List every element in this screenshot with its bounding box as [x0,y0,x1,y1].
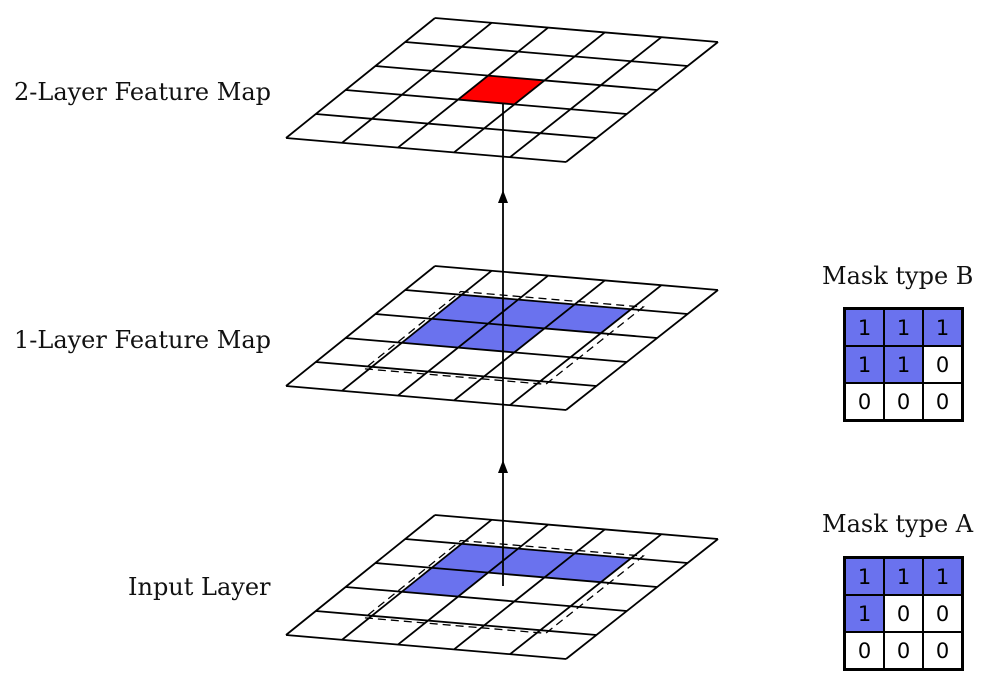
grid-line [397,26,549,149]
grid-line [285,514,436,636]
two-layer-feature-map [285,17,719,163]
mask-b-cell: 0 [923,383,962,420]
grid-line [565,538,719,660]
two-layer-feature-map-label: 2-Layer Feature Map [14,78,271,106]
mask-type-b-title: Mask type B [822,262,974,290]
mask-a-cell: 0 [923,595,962,632]
mask-a-cell: 0 [884,632,923,669]
grid-line [453,31,606,154]
mask-b-cell: 1 [884,346,923,383]
one-layer-feature-map [285,265,719,411]
grid-line [341,519,493,641]
grid-line [565,41,719,163]
grid-line [341,270,493,392]
mask-a-cell: 0 [884,595,923,632]
mask-a-cell: 1 [845,558,884,595]
grid-line [397,523,549,646]
receptive-field-outline [362,290,645,385]
mask-b-cell: 0 [923,346,962,383]
grid-line [434,17,719,43]
grid-line [453,528,606,651]
grid-line [397,274,549,397]
grid-line [405,41,688,67]
mask-type-a-title: Mask type A [822,510,974,538]
input-layer-label: Input Layer [128,573,271,601]
grid-line [315,361,597,387]
grid-line [509,36,662,158]
grid-line [509,533,662,655]
grid-line [434,265,719,291]
mask-b-cell: 0 [845,383,884,420]
grid-line [341,22,493,144]
grid-line [509,284,662,406]
mask-b-cell: 0 [884,383,923,420]
mask-a-cell: 0 [923,632,962,669]
mask-a-cell: 1 [845,595,884,632]
grid-line [345,89,627,115]
grid-line [285,265,436,387]
grid-line [315,610,597,636]
grid-line [565,289,719,411]
grid-line [285,385,567,411]
one-layer-feature-map-label: 1-Layer Feature Map [14,326,271,354]
grid-line [345,586,627,612]
connection-arrows [498,104,508,586]
grid-line [285,17,436,139]
mask-b-cell: 1 [845,309,884,346]
mask-b-cell: 1 [845,346,884,383]
input-layer-map [285,514,719,660]
mask-a-cell: 1 [884,558,923,595]
grid-line [434,514,719,540]
mask-a-cell: 0 [845,632,884,669]
receptive-field-outline [362,539,645,634]
grid-line [315,113,597,139]
mask-b-cell: 1 [923,309,962,346]
grid-line [285,634,567,660]
grid-line [453,279,606,402]
grid-line [285,137,567,163]
arrowhead-icon [498,460,508,473]
grid-line [375,65,658,91]
mask-b-cell: 1 [884,309,923,346]
arrowhead-icon [498,190,508,203]
mask-a-cell: 1 [923,558,962,595]
